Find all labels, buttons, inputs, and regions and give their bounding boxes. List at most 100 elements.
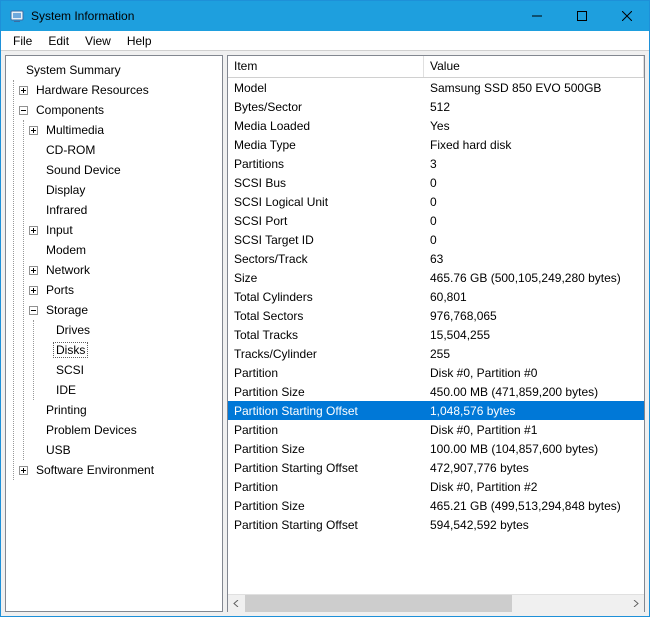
table-row[interactable]: Partition Size450.00 MB (471,859,200 byt… <box>228 382 644 401</box>
tree-components[interactable]: Components Multimedia CD-ROM Sound Devic… <box>14 100 220 460</box>
menu-view[interactable]: View <box>77 32 119 50</box>
tree-display[interactable]: Display <box>24 180 220 200</box>
tree-root[interactable]: System Summary Hardware Resources Compon… <box>8 60 220 480</box>
tree-scsi[interactable]: SCSI <box>34 360 220 380</box>
table-row[interactable]: Media TypeFixed hard disk <box>228 135 644 154</box>
collapse-icon[interactable] <box>18 105 29 116</box>
cell-item: Partition <box>228 423 424 437</box>
table-row[interactable]: Bytes/Sector512 <box>228 97 644 116</box>
cell-value: 512 <box>424 100 644 114</box>
tree-drives[interactable]: Drives <box>34 320 220 340</box>
table-row[interactable]: ModelSamsung SSD 850 EVO 500GB <box>228 78 644 97</box>
cell-value: Disk #0, Partition #2 <box>424 480 644 494</box>
expand-icon[interactable] <box>28 225 39 236</box>
cell-item: SCSI Target ID <box>228 233 424 247</box>
tree-usb[interactable]: USB <box>24 440 220 460</box>
tree-modem[interactable]: Modem <box>24 240 220 260</box>
cell-value: Disk #0, Partition #0 <box>424 366 644 380</box>
table-row[interactable]: Sectors/Track63 <box>228 249 644 268</box>
table-row[interactable]: Total Cylinders60,801 <box>228 287 644 306</box>
table-row[interactable]: Partition Starting Offset594,542,592 byt… <box>228 515 644 534</box>
app-icon <box>9 8 25 24</box>
table-row[interactable]: PartitionDisk #0, Partition #2 <box>228 477 644 496</box>
scroll-right-button[interactable] <box>627 595 644 612</box>
minimize-button[interactable] <box>514 1 559 31</box>
cell-item: SCSI Port <box>228 214 424 228</box>
cell-value: 60,801 <box>424 290 644 304</box>
tree-label: Modem <box>43 242 89 258</box>
table-row[interactable]: Size465.76 GB (500,105,249,280 bytes) <box>228 268 644 287</box>
table-row[interactable]: PartitionDisk #0, Partition #0 <box>228 363 644 382</box>
cell-item: Total Tracks <box>228 328 424 342</box>
scroll-left-button[interactable] <box>228 595 245 612</box>
tree-panel[interactable]: System Summary Hardware Resources Compon… <box>5 55 223 612</box>
cell-value: 255 <box>424 347 644 361</box>
list-body[interactable]: ModelSamsung SSD 850 EVO 500GBBytes/Sect… <box>228 78 644 594</box>
tree-label: Display <box>43 182 88 198</box>
cell-value: 3 <box>424 157 644 171</box>
table-row[interactable]: SCSI Logical Unit0 <box>228 192 644 211</box>
cell-value: 594,542,592 bytes <box>424 518 644 532</box>
tree-infrared[interactable]: Infrared <box>24 200 220 220</box>
table-row[interactable]: SCSI Port0 <box>228 211 644 230</box>
client-area: System Summary Hardware Resources Compon… <box>1 51 649 616</box>
tree-ide[interactable]: IDE <box>34 380 220 400</box>
tree-storage[interactable]: Storage Drives Disks SCSI IDE <box>24 300 220 400</box>
tree-disks[interactable]: Disks <box>34 340 220 360</box>
tree-multimedia[interactable]: Multimedia <box>24 120 220 140</box>
expand-icon[interactable] <box>28 265 39 276</box>
table-row[interactable]: SCSI Target ID0 <box>228 230 644 249</box>
cell-value: Samsung SSD 850 EVO 500GB <box>424 81 644 95</box>
cell-value: 1,048,576 bytes <box>424 404 644 418</box>
tree-sound[interactable]: Sound Device <box>24 160 220 180</box>
expand-icon[interactable] <box>18 465 29 476</box>
tree-label: Hardware Resources <box>33 82 152 98</box>
cell-item: Partitions <box>228 157 424 171</box>
column-header-value[interactable]: Value <box>424 56 644 77</box>
tree-label: Input <box>43 222 76 238</box>
table-row[interactable]: Partition Starting Offset472,907,776 byt… <box>228 458 644 477</box>
tree-label: Network <box>43 262 93 278</box>
tree-printing[interactable]: Printing <box>24 400 220 420</box>
titlebar: System Information <box>1 1 649 31</box>
cell-item: SCSI Logical Unit <box>228 195 424 209</box>
table-row[interactable]: Partitions3 <box>228 154 644 173</box>
tree-ports[interactable]: Ports <box>24 280 220 300</box>
horizontal-scrollbar[interactable] <box>228 594 644 611</box>
tree-label: CD-ROM <box>43 142 98 158</box>
table-row[interactable]: Partition Size100.00 MB (104,857,600 byt… <box>228 439 644 458</box>
cell-value: Fixed hard disk <box>424 138 644 152</box>
table-row[interactable]: Total Sectors976,768,065 <box>228 306 644 325</box>
table-row[interactable]: SCSI Bus0 <box>228 173 644 192</box>
scroll-thumb[interactable] <box>245 595 512 612</box>
tree-cdrom[interactable]: CD-ROM <box>24 140 220 160</box>
cell-value: 0 <box>424 176 644 190</box>
tree-input[interactable]: Input <box>24 220 220 240</box>
collapse-icon[interactable] <box>28 305 39 316</box>
tree-hardware-resources[interactable]: Hardware Resources <box>14 80 220 100</box>
cell-item: Bytes/Sector <box>228 100 424 114</box>
expand-icon[interactable] <box>18 85 29 96</box>
tree-label: IDE <box>53 382 79 398</box>
maximize-button[interactable] <box>559 1 604 31</box>
cell-value: 465.76 GB (500,105,249,280 bytes) <box>424 271 644 285</box>
menu-file[interactable]: File <box>5 32 40 50</box>
table-row[interactable]: Partition Starting Offset1,048,576 bytes <box>228 401 644 420</box>
table-row[interactable]: Partition Size465.21 GB (499,513,294,848… <box>228 496 644 515</box>
table-row[interactable]: Media LoadedYes <box>228 116 644 135</box>
list-panel: Item Value ModelSamsung SSD 850 EVO 500G… <box>227 55 645 612</box>
column-header-item[interactable]: Item <box>228 56 424 77</box>
expand-icon[interactable] <box>28 125 39 136</box>
menu-help[interactable]: Help <box>119 32 160 50</box>
expand-icon[interactable] <box>28 285 39 296</box>
scroll-track[interactable] <box>245 595 627 612</box>
tree-network[interactable]: Network <box>24 260 220 280</box>
close-button[interactable] <box>604 1 649 31</box>
tree-problem-devices[interactable]: Problem Devices <box>24 420 220 440</box>
table-row[interactable]: Total Tracks15,504,255 <box>228 325 644 344</box>
table-row[interactable]: Tracks/Cylinder255 <box>228 344 644 363</box>
cell-item: Sectors/Track <box>228 252 424 266</box>
table-row[interactable]: PartitionDisk #0, Partition #1 <box>228 420 644 439</box>
tree-software-environment[interactable]: Software Environment <box>14 460 220 480</box>
menu-edit[interactable]: Edit <box>40 32 77 50</box>
